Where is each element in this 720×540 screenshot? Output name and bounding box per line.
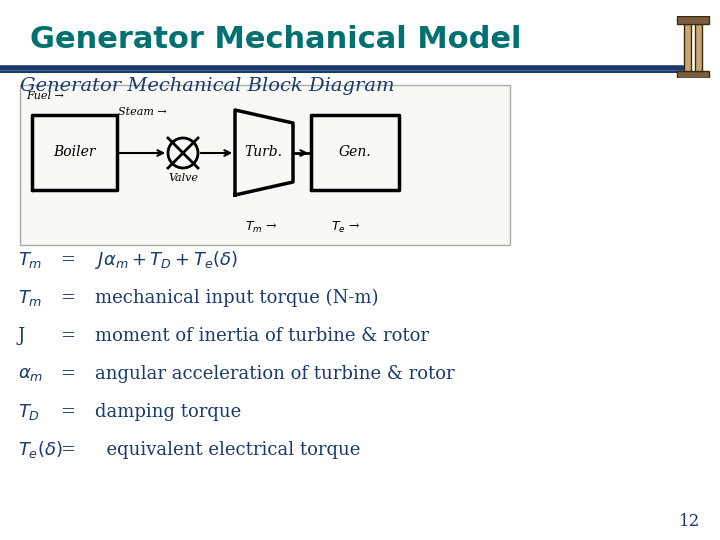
Text: Generator Mechanical Model: Generator Mechanical Model (30, 25, 521, 54)
Bar (696, 24, 702, 71)
Text: =: = (60, 441, 76, 459)
Text: =: = (60, 403, 76, 421)
Text: equivalent electrical torque: equivalent electrical torque (95, 441, 361, 459)
Text: =: = (60, 365, 76, 383)
Text: mechanical input torque (N-m): mechanical input torque (N-m) (95, 289, 379, 307)
Bar (678, 16, 709, 24)
Text: 12: 12 (679, 513, 700, 530)
Text: $T_m$ →: $T_m$ → (245, 219, 277, 234)
Text: =: = (60, 327, 76, 345)
Text: Boiler: Boiler (53, 145, 96, 159)
Text: damping torque: damping torque (95, 403, 241, 421)
Bar (678, 71, 709, 78)
Text: J: J (18, 327, 25, 345)
Text: $T_e$ →: $T_e$ → (331, 219, 360, 234)
Text: =: = (60, 251, 76, 269)
Text: $T_m$: $T_m$ (18, 288, 42, 308)
Text: Gen.: Gen. (338, 145, 372, 159)
Text: $J\alpha_m + T_D + T_e(\delta)$: $J\alpha_m + T_D + T_e(\delta)$ (95, 249, 238, 271)
Text: Steam →: Steam → (117, 107, 166, 117)
Text: angular acceleration of turbine & rotor: angular acceleration of turbine & rotor (95, 365, 454, 383)
Text: $T_e(\delta)$: $T_e(\delta)$ (18, 440, 63, 461)
Text: $T_D$: $T_D$ (18, 402, 40, 422)
Text: Valve: Valve (168, 173, 198, 183)
Text: Turb.: Turb. (244, 145, 282, 159)
Text: Generator Mechanical Block Diagram: Generator Mechanical Block Diagram (20, 77, 395, 95)
Text: $\alpha_m$: $\alpha_m$ (18, 365, 43, 383)
Text: $T_m$: $T_m$ (18, 250, 42, 270)
Bar (684, 24, 690, 71)
Bar (20, 85, 510, 245)
Text: Fuel →: Fuel → (26, 91, 64, 101)
Text: =: = (60, 289, 76, 307)
Text: moment of inertia of turbine & rotor: moment of inertia of turbine & rotor (95, 327, 429, 345)
